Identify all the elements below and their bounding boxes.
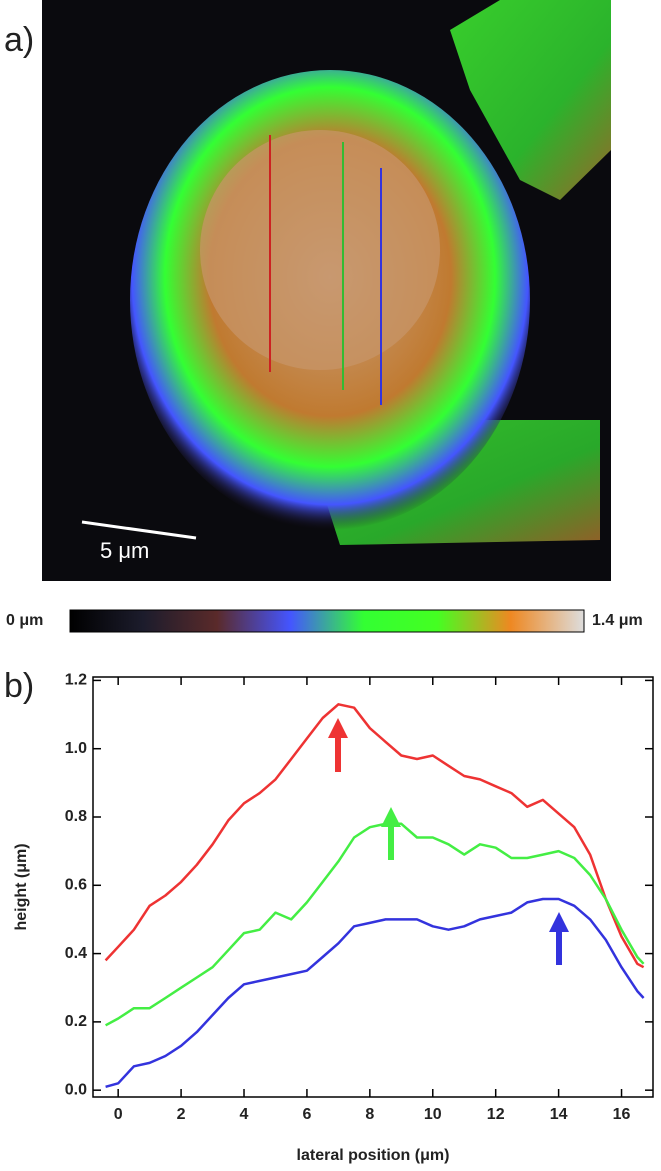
colorbar-tick-label: 1.4 μm <box>592 612 643 629</box>
data-line <box>104 703 645 969</box>
scale-bar-label: 5 μm <box>100 538 149 563</box>
plot-frame <box>92 676 654 1098</box>
annotations <box>328 718 569 965</box>
x-tick-label: 8 <box>365 1106 374 1123</box>
y-axis-label: height (μm) <box>13 843 30 930</box>
panel-label: b) <box>4 667 34 705</box>
x-axis-label: lateral position (μm) <box>297 1147 450 1164</box>
data-line <box>105 822 645 1027</box>
y-tick-label: 0.2 <box>65 1013 87 1030</box>
y-tick-label: 0.8 <box>65 808 87 825</box>
x-tick-label: 0 <box>114 1106 123 1123</box>
y-tick-label: 1.2 <box>65 672 87 689</box>
colorbar <box>69 609 585 633</box>
x-tick-label: 6 <box>302 1106 311 1123</box>
arrow-head <box>381 807 401 827</box>
x-tick-label: 12 <box>487 1106 505 1123</box>
x-tick-label: 10 <box>424 1106 442 1123</box>
data-line <box>105 897 645 1089</box>
x-tick-label: 2 <box>177 1106 186 1123</box>
scale-bar <box>81 520 197 540</box>
colorbar-tick-label: 0 μm <box>6 612 43 629</box>
y-tick-label: 0.0 <box>65 1081 87 1098</box>
arrow-head <box>328 718 348 738</box>
y-tick-label: 0.6 <box>65 877 87 894</box>
y-tick-label: 0.4 <box>65 945 87 962</box>
image-ridge <box>450 0 611 200</box>
image-crystal-top <box>200 130 440 370</box>
afm-image: 5 μm <box>42 0 611 581</box>
x-tick-label: 4 <box>240 1106 249 1123</box>
panel-label: a) <box>4 21 34 59</box>
plot: 0 2 4 6 8 10 12 14 16 0.0 0.2 0.4 0.6 0.8 1.0 1.2 <box>65 672 654 1123</box>
arrow-head <box>549 912 569 932</box>
x-tick-label: 14 <box>550 1106 568 1123</box>
y-tick-label: 1.0 <box>65 740 87 757</box>
x-tick-label: 16 <box>613 1106 631 1123</box>
